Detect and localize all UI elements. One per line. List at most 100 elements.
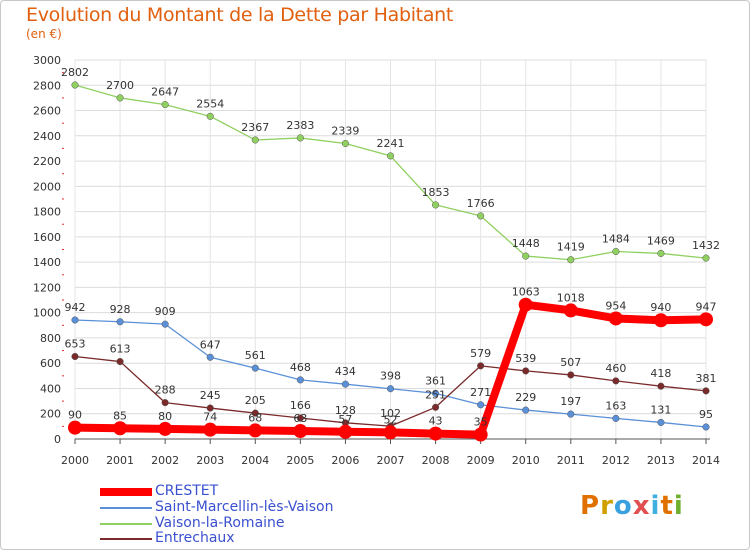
- data-point: [612, 414, 620, 422]
- data-label: 2339: [331, 125, 359, 138]
- data-label: 398: [380, 370, 401, 383]
- y-tick-label: 2000: [33, 180, 61, 193]
- y-tick-label: 1600: [33, 231, 61, 244]
- legend-label-vaison: Vaison-la-Romaine: [155, 515, 285, 531]
- data-label: 205: [245, 394, 266, 407]
- data-point: [71, 316, 79, 324]
- x-tick-label: 2013: [647, 454, 675, 467]
- y-tick-label: 1800: [33, 206, 61, 219]
- data-label: 940: [650, 301, 671, 314]
- data-point: [161, 101, 169, 109]
- data-point: [386, 152, 395, 160]
- data-label: 2367: [241, 121, 269, 134]
- data-point: [206, 353, 214, 361]
- data-label: 460: [605, 362, 626, 375]
- chart-title: Evolution du Montant de la Dette par Hab…: [26, 4, 454, 26]
- legend-item-entrechaux: Entrechaux: [100, 530, 400, 547]
- data-label: 434: [335, 365, 356, 378]
- data-label: 85: [113, 409, 127, 422]
- legend-item-crestet: CRESTET: [100, 483, 400, 500]
- data-label: 579: [470, 347, 491, 360]
- data-label: 361: [425, 374, 446, 387]
- data-label: 1432: [692, 239, 720, 252]
- x-tick-label: 2002: [151, 454, 179, 467]
- data-point: [612, 247, 620, 256]
- data-point: [702, 387, 710, 395]
- data-label: 245: [200, 389, 221, 402]
- y-tick-label: 2800: [33, 79, 61, 92]
- data-label: 1419: [557, 241, 585, 254]
- data-label: 102: [380, 407, 401, 420]
- logo-letter: o: [613, 491, 633, 521]
- data-label: 2802: [61, 66, 89, 79]
- y-tick-label: 600: [40, 357, 61, 370]
- data-label: 1484: [602, 233, 630, 246]
- data-label: 381: [696, 372, 717, 385]
- data-label: 2554: [196, 97, 224, 110]
- data-label: 2241: [377, 137, 405, 150]
- logo-letter: P: [580, 491, 601, 521]
- legend-swatch-saint-marcellin: [100, 507, 152, 509]
- x-tick-label: 2007: [377, 454, 405, 467]
- logo-letter: r: [600, 491, 614, 521]
- data-point: [71, 352, 79, 361]
- data-label: 288: [155, 384, 176, 397]
- data-label: 229: [515, 391, 536, 404]
- legend-label-saint-marcellin: Saint-Marcellin-lès-Vaison: [155, 499, 334, 515]
- data-point: [296, 134, 304, 142]
- data-point: [113, 421, 128, 436]
- chart-subtitle: (en €): [26, 27, 62, 41]
- data-point: [477, 212, 485, 220]
- legend-item-saint-marcellin: Saint-Marcellin-lès-Vaison: [100, 499, 400, 516]
- data-point: [522, 406, 530, 414]
- data-point: [206, 404, 214, 412]
- data-point: [432, 389, 440, 397]
- data-label: 52: [384, 413, 398, 426]
- x-tick-label: 2008: [422, 454, 450, 467]
- data-label: 954: [605, 299, 626, 312]
- data-point: [608, 311, 623, 326]
- data-label: 95: [699, 408, 713, 421]
- data-label: 561: [245, 349, 266, 362]
- data-label: 647: [200, 338, 221, 351]
- data-label: 1853: [422, 186, 450, 199]
- data-point: [518, 297, 533, 312]
- data-label: 128: [335, 404, 356, 417]
- y-tick-label: 2600: [33, 105, 61, 118]
- data-label: 947: [696, 300, 717, 313]
- data-label: 74: [203, 411, 217, 424]
- logo-letter: t: [660, 491, 674, 521]
- x-tick-label: 2000: [61, 454, 89, 467]
- data-label: 1063: [512, 286, 540, 299]
- data-point: [702, 254, 710, 262]
- data-point: [612, 377, 620, 385]
- data-point: [428, 426, 443, 441]
- data-label: 166: [290, 399, 311, 412]
- y-tick-label: 3000: [33, 54, 61, 67]
- data-label: 63: [293, 412, 307, 425]
- data-label: 539: [515, 352, 536, 365]
- data-point: [657, 249, 665, 257]
- proxiti-logo: Proxiti: [580, 491, 684, 521]
- data-point: [116, 358, 124, 366]
- y-tick-label: 2200: [33, 155, 61, 168]
- data-label: 418: [650, 367, 671, 380]
- data-label: 163: [605, 399, 626, 412]
- data-point: [296, 414, 304, 422]
- data-point: [386, 385, 395, 393]
- data-label: 1448: [512, 237, 540, 250]
- data-point: [203, 422, 218, 437]
- x-tick-label: 2012: [602, 454, 630, 467]
- data-label: 1766: [467, 197, 495, 210]
- data-point: [116, 318, 124, 326]
- data-point: [341, 139, 349, 148]
- data-label: 2700: [106, 79, 134, 92]
- data-point: [522, 252, 530, 260]
- y-tick-label: 1400: [33, 256, 61, 269]
- data-point: [653, 313, 668, 328]
- x-tick-label: 2006: [331, 454, 359, 467]
- data-label: 35: [474, 416, 488, 429]
- data-point: [158, 421, 173, 436]
- data-label: 909: [155, 305, 176, 318]
- data-point: [567, 371, 575, 379]
